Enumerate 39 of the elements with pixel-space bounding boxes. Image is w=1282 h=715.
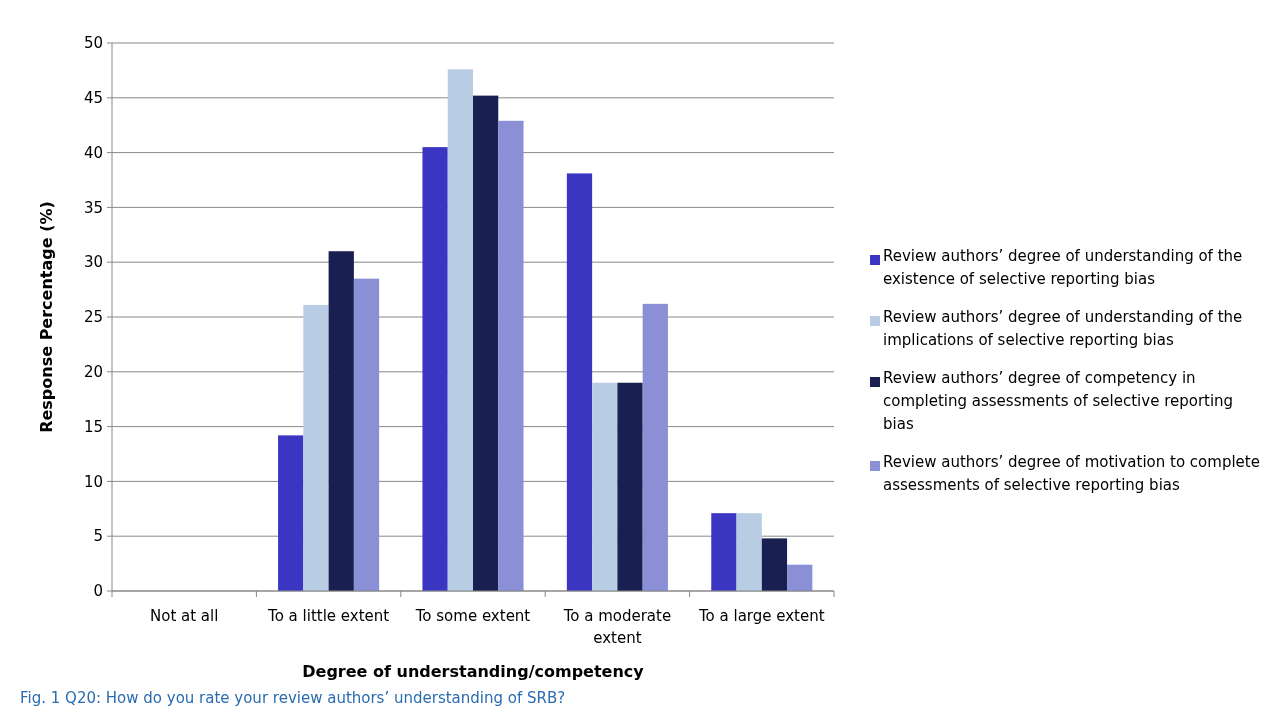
x-tick-label: To a little extent <box>267 607 390 625</box>
y-axis-title: Response Percentage (%) <box>37 201 56 433</box>
y-tick-label: 25 <box>83 308 103 327</box>
bar <box>711 513 737 591</box>
y-tick-label: 50 <box>83 34 103 53</box>
x-axis-title: Degree of understanding/competency <box>302 662 645 681</box>
y-tick-label: 40 <box>83 143 103 162</box>
bar <box>761 538 788 591</box>
bar <box>353 278 380 591</box>
x-tick-label: To some extent <box>414 607 531 625</box>
x-tick-label: To a large extent <box>697 607 825 625</box>
bar <box>592 382 618 591</box>
y-tick-label: 10 <box>83 472 103 491</box>
bar <box>447 69 473 591</box>
legend-label: Review authors’ degree of motivation to complete assessments of selective reporting bias <box>883 453 1260 494</box>
y-tick-label: 30 <box>83 253 103 272</box>
bar <box>642 303 668 591</box>
bar <box>617 382 643 591</box>
y-tick-label: 0 <box>93 582 103 601</box>
legend-label: Review authors’ degree of competency in completing assessments of selective reporting bias <box>883 369 1234 433</box>
x-tick-label: To a moderate extent <box>562 607 672 647</box>
bar <box>278 435 304 591</box>
y-tick-label: 45 <box>83 89 103 108</box>
bar <box>787 564 813 591</box>
bar <box>422 147 448 591</box>
bar <box>566 173 593 591</box>
bar <box>473 95 499 591</box>
x-tick-label: Not at all <box>149 607 219 625</box>
y-tick-label: 35 <box>83 198 103 217</box>
bar <box>328 251 354 591</box>
legend-label: Review authors’ degree of understanding of the implications of selective reporting bias <box>883 308 1243 349</box>
bar <box>736 513 762 591</box>
y-tick-label: 15 <box>83 417 103 436</box>
legend-label: Review authors’ degree of understanding of the existence of selective reporting bias <box>883 247 1243 288</box>
bar <box>303 304 329 591</box>
y-tick-label: 20 <box>83 363 103 382</box>
bar <box>498 120 524 591</box>
caption: Fig. 1 Q20: How do you rate your review authors’ understanding of SRB? <box>20 689 566 707</box>
y-tick-label: 5 <box>93 527 103 546</box>
